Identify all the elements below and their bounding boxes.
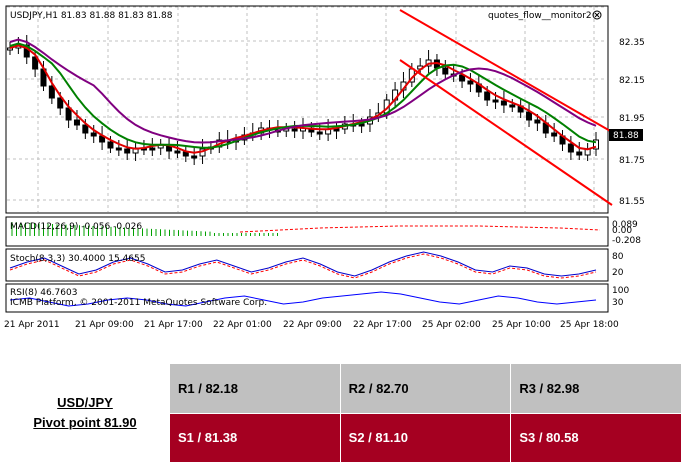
candle-body	[291, 128, 298, 132]
macd-signal-line	[239, 225, 601, 233]
candle-body	[333, 128, 340, 132]
stoch-label: Stoch(8,3,3) 30.4000 15.4655	[10, 254, 145, 264]
time-tick: 22 Apr 17:00	[353, 320, 412, 330]
candle-body	[492, 99, 499, 103]
candle-body	[509, 104, 516, 108]
s2-cell: S2 / 81.10	[339, 412, 512, 463]
stoch-lines	[9, 251, 597, 279]
candle-body	[57, 97, 64, 109]
candle-body	[467, 80, 474, 85]
candle-body	[48, 85, 55, 99]
rsi-tick: 30	[612, 298, 624, 308]
pivot-point-label: Pivot point 81.90	[33, 415, 137, 430]
candle-body	[149, 147, 156, 151]
ma-fast-line	[9, 44, 597, 154]
candle-body	[526, 111, 533, 121]
stoch-tick: 80	[612, 252, 624, 262]
candle-body	[115, 147, 122, 151]
macd-tick: 0.00	[612, 226, 632, 236]
indicator-label: quotes_flow__monitor2	[488, 11, 592, 21]
rsi-line-path	[9, 291, 597, 307]
time-tick: 22 Apr 09:00	[283, 320, 342, 330]
r1-cell: R1 / 82.18	[169, 363, 341, 414]
macd-tick: 0.089	[612, 220, 638, 230]
candle-body	[191, 155, 198, 159]
price-tick: 82.35	[619, 38, 645, 48]
candle-body	[551, 132, 558, 137]
candle-body	[174, 150, 181, 154]
candle-body	[442, 67, 449, 75]
candle-body	[593, 139, 599, 150]
candle-body	[32, 56, 39, 70]
pair-cell: USD/JPY Pivot point 81.90	[0, 363, 170, 463]
price-plot	[7, 9, 613, 206]
r2-cell: R2 / 82.70	[339, 363, 512, 414]
time-tick: 21 Apr 2011	[4, 320, 60, 330]
rsi-label: RSI(8) 46.7603	[10, 288, 77, 298]
price-tick: 81.75	[619, 156, 645, 166]
candle-body	[107, 141, 114, 149]
time-tick: 25 Apr 10:00	[492, 320, 551, 330]
s3-cell: S3 / 80.58	[510, 412, 682, 463]
macd-tick: -0.208	[612, 236, 641, 246]
stoch-signal-line	[9, 253, 597, 279]
r3-cell: R3 / 82.98	[510, 363, 682, 414]
macd-histogram	[11, 222, 601, 236]
macd-label: MACD(12,26,9) -0.056 -0.026	[10, 222, 142, 232]
price-tick: 82.15	[619, 76, 645, 86]
channel-lower-line	[399, 59, 613, 206]
chart-header: USDJPY,H1 81.83 81.88 81.83 81.88	[10, 11, 173, 21]
rsi-pane	[5, 283, 609, 313]
time-tick: 21 Apr 09:00	[75, 320, 134, 330]
close-icon[interactable]	[592, 10, 602, 20]
candle-body	[576, 151, 583, 156]
stoch-tick: 20	[612, 268, 624, 278]
candle-body	[73, 119, 80, 126]
rsi-line	[9, 291, 597, 307]
pivot-table: USD/JPY Pivot point 81.90 R1 / 82.18 R2 …	[0, 363, 682, 463]
candle-body	[124, 148, 131, 154]
price-scale: 82.35 82.15 81.95 81.75 81.55	[619, 38, 645, 207]
rsi-tick: 100	[612, 286, 629, 296]
copyright-text: ICMB Platform, © 2001-2011 MetaQuotes So…	[10, 298, 267, 308]
current-price-tag: 81.88	[609, 129, 643, 141]
candle-body	[82, 124, 89, 134]
candle-body	[90, 132, 97, 137]
channel-upper-line	[399, 9, 613, 133]
candle-body	[500, 100, 507, 106]
time-tick: 25 Apr 02:00	[422, 320, 481, 330]
candle-body	[567, 143, 574, 153]
pair-label: USD/JPY	[57, 395, 113, 410]
time-tick: 25 Apr 18:00	[560, 320, 619, 330]
time-axis: 21 Apr 2011 21 Apr 09:00 21 Apr 17:00 22…	[4, 320, 619, 330]
candle-body	[534, 119, 541, 124]
current-price-label: 81.88	[613, 131, 639, 141]
price-tick: 81.95	[619, 114, 645, 124]
stoch-main-line	[9, 251, 597, 277]
time-tick: 21 Apr 17:00	[144, 320, 203, 330]
s1-cell: S1 / 81.38	[169, 412, 341, 463]
candle-body	[316, 131, 323, 135]
price-tick: 81.55	[619, 197, 645, 207]
ma-slow-line	[9, 38, 597, 144]
candle-body	[484, 91, 491, 101]
price-chart[interactable]: USDJPY,H1 81.83 81.88 81.83 81.88 quotes…	[0, 0, 688, 340]
time-tick: 22 Apr 01:00	[213, 320, 272, 330]
